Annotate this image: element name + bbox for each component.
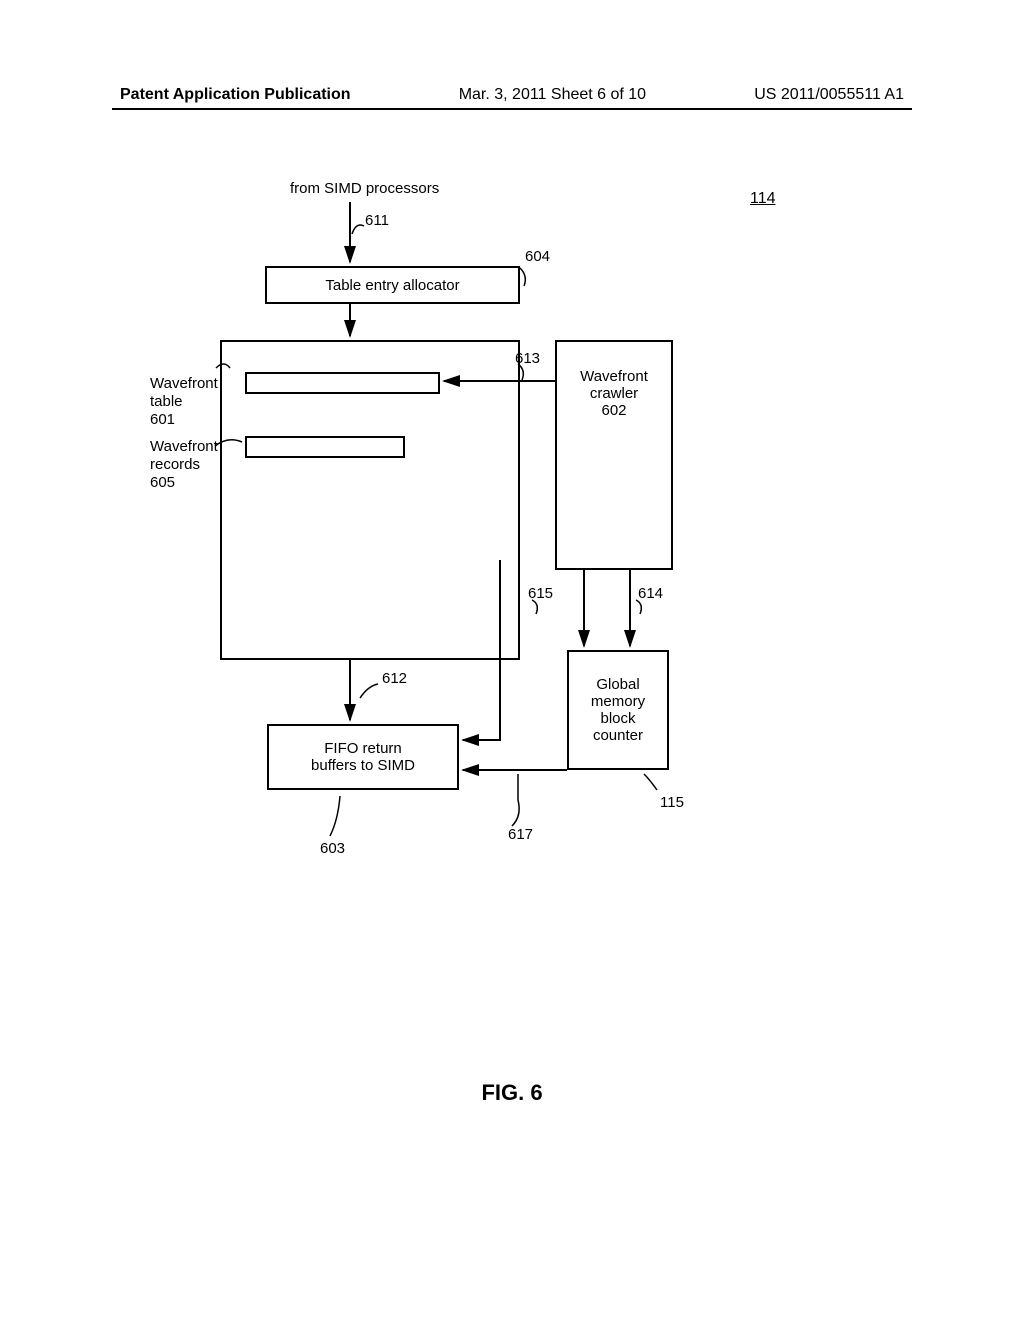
wavefront-table-label: Wavefront table 601 (150, 375, 218, 429)
ref-612: 612 (382, 670, 407, 688)
wavefront-records-l2: records (150, 456, 200, 473)
ref-114: 114 (750, 190, 776, 208)
wavefront-table-l1: Wavefront (150, 375, 218, 392)
ref-603: 603 (320, 840, 345, 858)
wavefront-crawler-box: Wavefront crawler 602 (555, 340, 673, 570)
counter-l1: Global (596, 676, 639, 693)
allocator-text: Table entry allocator (325, 277, 459, 294)
fifo-box: FIFO return buffers to SIMD (267, 724, 459, 790)
wavefront-crawler-l1: Wavefront (580, 368, 648, 385)
figure-caption: FIG. 6 (0, 1080, 1024, 1106)
record-slot-1 (245, 372, 440, 394)
fifo-l1: FIFO return (324, 740, 402, 757)
ref-115: 115 (660, 794, 684, 812)
record-slot-2 (245, 436, 405, 458)
header-middle: Mar. 3, 2011 Sheet 6 of 10 (459, 86, 646, 104)
counter-l2: memory (591, 693, 645, 710)
wavefront-crawler-l3: 602 (601, 402, 626, 419)
ref-614: 614 (638, 585, 663, 603)
wavefront-records-l1: Wavefront (150, 438, 218, 455)
fifo-l2: buffers to SIMD (311, 757, 415, 774)
ref-613: 613 (515, 350, 540, 368)
counter-box: Global memory block counter (567, 650, 669, 770)
wavefront-table-l2: table (150, 393, 183, 410)
header-divider (112, 108, 912, 110)
diagram: from SIMD processors 114 Table entry all… (120, 180, 904, 1030)
ref-604: 604 (525, 248, 550, 266)
counter-l3: block (600, 710, 635, 727)
counter-l4: counter (593, 727, 643, 744)
wavefront-table-l3: 601 (150, 411, 175, 428)
ref-617: 617 (508, 826, 533, 844)
header-left: Patent Application Publication (120, 86, 351, 104)
header-right: US 2011/0055511 A1 (754, 86, 904, 104)
allocator-box: Table entry allocator (265, 266, 520, 304)
top-label: from SIMD processors (290, 180, 439, 198)
wavefront-records-label: Wavefront records 605 (150, 438, 218, 492)
ref-615: 615 (528, 585, 553, 603)
ref-611: 611 (365, 212, 389, 230)
wavefront-crawler-l2: crawler (590, 385, 638, 402)
wavefront-records-l3: 605 (150, 474, 175, 491)
page-header: Patent Application Publication Mar. 3, 2… (0, 86, 1024, 104)
